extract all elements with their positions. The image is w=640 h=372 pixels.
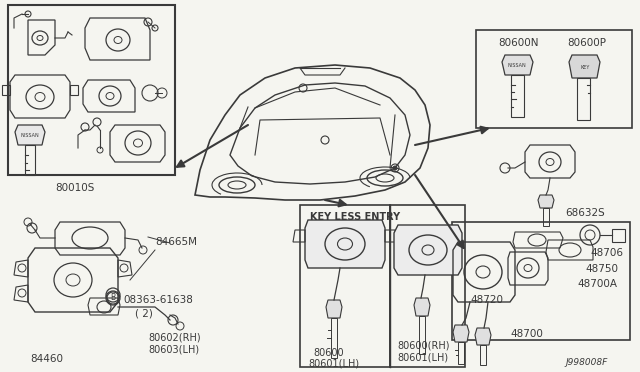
Text: 48700: 48700: [510, 329, 543, 339]
Polygon shape: [326, 300, 342, 318]
Text: NISSAN: NISSAN: [508, 62, 526, 67]
Bar: [300, 205, 390, 367]
Bar: [331, 318, 337, 358]
Polygon shape: [394, 225, 462, 275]
Text: 80600P: 80600P: [567, 38, 606, 48]
Text: 08363-61638: 08363-61638: [123, 295, 193, 305]
Text: 48720: 48720: [470, 295, 503, 305]
Text: 80600(RH): 80600(RH): [397, 340, 449, 350]
Polygon shape: [453, 325, 469, 342]
Text: KEY: KEY: [580, 64, 589, 70]
Text: 84665M: 84665M: [155, 237, 197, 247]
Polygon shape: [305, 220, 385, 268]
Polygon shape: [538, 195, 554, 208]
Bar: [390, 205, 465, 367]
Polygon shape: [414, 298, 430, 316]
Bar: [452, 222, 630, 340]
Circle shape: [393, 166, 397, 170]
Bar: [511, 75, 524, 117]
Text: 48706: 48706: [590, 248, 623, 258]
Bar: [577, 78, 590, 120]
Text: 80601(LH): 80601(LH): [397, 352, 448, 362]
Bar: [419, 316, 425, 354]
Text: 84460: 84460: [30, 354, 63, 364]
Bar: [458, 342, 464, 364]
Text: ( 2): ( 2): [135, 308, 153, 318]
Polygon shape: [502, 55, 533, 75]
Text: 80603(LH): 80603(LH): [148, 345, 199, 355]
Text: 48750: 48750: [585, 264, 618, 274]
Bar: [543, 208, 549, 226]
Text: 68632S: 68632S: [565, 208, 605, 218]
Text: 80602(RH): 80602(RH): [148, 333, 200, 343]
Bar: [476, 30, 632, 128]
Polygon shape: [15, 125, 45, 145]
Text: 48700A: 48700A: [577, 279, 617, 289]
Text: 80600N: 80600N: [498, 38, 538, 48]
Text: 80600: 80600: [313, 348, 344, 358]
Bar: [25, 145, 35, 175]
Text: B: B: [111, 294, 116, 302]
Text: 80601(LH): 80601(LH): [308, 358, 359, 368]
Polygon shape: [475, 328, 491, 345]
Bar: [480, 345, 486, 365]
Text: NISSAN: NISSAN: [20, 132, 40, 138]
Text: J998008F: J998008F: [565, 358, 607, 367]
Bar: [8, 5, 175, 175]
Text: 80010S: 80010S: [55, 183, 94, 193]
Polygon shape: [569, 55, 600, 78]
Text: KEY LESS ENTRY: KEY LESS ENTRY: [310, 212, 400, 222]
